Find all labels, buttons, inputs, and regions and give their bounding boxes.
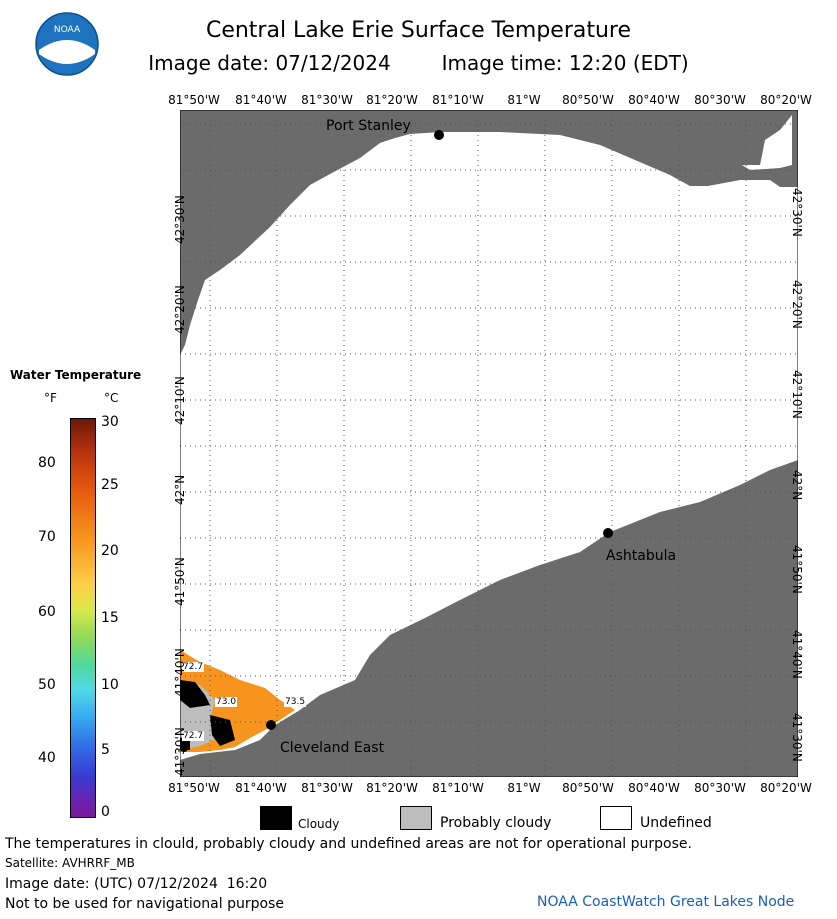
noaa-logo-text: NOAA (54, 25, 81, 35)
ashtabula-label: Ashtabula (606, 548, 677, 564)
lon-tick-bottom: 81°W (507, 781, 541, 795)
temp-reading: 72.7 (182, 731, 205, 741)
lat-tick-right: 42°20'N (790, 280, 804, 329)
temp-reading: 73.0 (215, 697, 238, 707)
lat-tick-right: 41°30'N (790, 713, 804, 762)
lon-tick-top: 80°20'W (760, 93, 812, 107)
lon-tick-top: 81°50'W (168, 93, 220, 107)
legend-f-tick: 70 (38, 529, 56, 545)
legend-f-tick: 50 (38, 677, 56, 693)
image-date-label: Image date: 07/12/2024 (148, 51, 391, 75)
map-title: Central Lake Erie Surface Temperature (205, 18, 632, 43)
lon-tick-bottom: 81°40'W (235, 781, 287, 795)
lon-tick-bottom: 80°20'W (760, 781, 812, 795)
lon-tick-top: 81°30'W (301, 93, 353, 107)
legend-c-tick: 5 (101, 742, 110, 758)
legend-unit-f: °F (44, 391, 57, 405)
noaa-logo: NOAA (35, 12, 99, 76)
lon-tick-bottom: 80°40'W (628, 781, 680, 795)
probably-cloudy-key-label: Probably cloudy (440, 815, 552, 831)
lat-tick-left: 41°40'N (173, 648, 187, 697)
legend-c-tick: 30 (101, 414, 119, 430)
lon-tick-top: 80°40'W (628, 93, 680, 107)
legend-c-tick: 10 (101, 677, 119, 693)
cloudy-key-label: Cloudy (298, 817, 340, 831)
probably-cloudy-swatch (400, 806, 432, 830)
image-time-label: Image time: 12:20 (EDT) (441, 51, 689, 75)
cleveland-east-label: Cleveland East (280, 740, 385, 756)
temp-reading: 72.7 (182, 662, 205, 672)
lat-tick-right: 42°10'N (790, 370, 804, 419)
lon-tick-top: 81°40'W (235, 93, 287, 107)
legend-unit-c: °C (104, 391, 119, 405)
map-frame (180, 110, 798, 777)
lat-tick-right: 41°40'N (790, 630, 804, 679)
undefined-swatch (600, 806, 632, 830)
lat-tick-left: 41°30'N (173, 727, 187, 776)
satellite-text: Satellite: AVHRRF_MB (5, 856, 135, 870)
lon-tick-bottom: 81°30'W (301, 781, 353, 795)
credit-text: NOAA CoastWatch Great Lakes Node (537, 894, 795, 910)
image-date-time: Image date: 07/12/2024 Image time: 12:20… (0, 51, 837, 75)
lon-tick-top: 80°50'W (562, 93, 614, 107)
legend-c-tick: 20 (101, 543, 119, 559)
lat-tick-left: 42°N (173, 474, 187, 505)
lat-tick-left: 42°30'N (173, 195, 187, 244)
lat-tick-left: 42°20'N (173, 285, 187, 334)
lon-tick-bottom: 81°10'W (432, 781, 484, 795)
legend-c-tick: 0 (101, 804, 110, 820)
undefined-key-label: Undefined (640, 815, 712, 831)
cloudy-area (180, 680, 210, 708)
legend-title: Water Temperature (10, 368, 142, 382)
utc-date-text: Image date: (UTC) 07/12/2024 16:20 (5, 876, 268, 892)
legend-c-tick: 15 (101, 610, 119, 626)
legend-f-tick: 80 (38, 455, 56, 471)
port-stanley-marker (434, 130, 444, 140)
lon-tick-top: 80°30'W (694, 93, 746, 107)
lon-tick-bottom: 80°50'W (562, 781, 614, 795)
lat-tick-right: 41°50'N (790, 545, 804, 594)
lon-tick-bottom: 81°20'W (366, 781, 418, 795)
ashtabula-marker (603, 528, 613, 538)
lat-tick-left: 41°50'N (173, 557, 187, 606)
cloudy-swatch (260, 806, 292, 830)
cleveland-east-marker (266, 720, 276, 730)
north-shore-land (180, 110, 798, 355)
lat-tick-left: 42°10'N (173, 376, 187, 425)
temperature-color-bar (70, 418, 96, 818)
lon-tick-bottom: 81°50'W (168, 781, 220, 795)
temp-reading: 73.5 (284, 697, 307, 707)
navigation-warning: Not to be used for navigational purpose (5, 896, 284, 912)
lon-tick-top: 81°10'W (432, 93, 484, 107)
legend-f-tick: 60 (38, 604, 56, 620)
lon-tick-bottom: 80°30'W (694, 781, 746, 795)
south-shore-land (180, 460, 798, 777)
lon-tick-top: 81°W (507, 93, 541, 107)
lon-tick-top: 81°20'W (366, 93, 418, 107)
legend-f-tick: 40 (38, 750, 56, 766)
disclaimer-text: The temperatures in clould, probably clo… (5, 836, 692, 852)
legend-c-tick: 25 (101, 477, 119, 493)
lat-tick-right: 42°30'N (790, 188, 804, 237)
port-stanley-label: Port Stanley (326, 118, 411, 134)
lat-tick-right: 42°N (790, 470, 804, 501)
